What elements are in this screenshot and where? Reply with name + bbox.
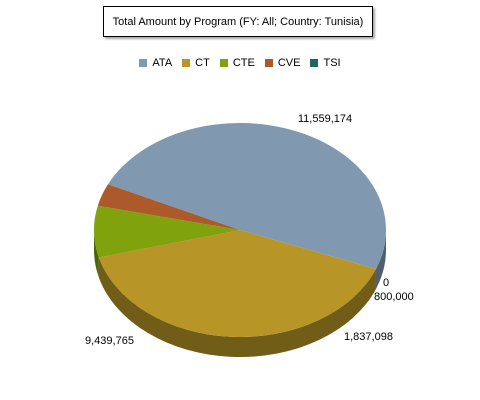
pie-side-ct <box>98 257 376 357</box>
pie-side-cte <box>94 230 99 278</box>
data-label-cte: 1,837,098 <box>344 331 393 343</box>
legend-item-ct: CT <box>182 57 210 69</box>
legend-label: ATA <box>152 57 173 69</box>
data-label-cve: 800,000 <box>374 291 414 303</box>
legend-label: CVE <box>277 57 301 69</box>
pie-slice-ct <box>98 230 376 337</box>
legend-item-cte: CTE <box>219 57 255 69</box>
legend-item-cve: CVE <box>264 57 301 69</box>
legend-swatch <box>219 59 228 67</box>
legend-label: TSI <box>323 57 341 69</box>
chart-legend: ATA CT CTE CVE TSI <box>0 56 480 70</box>
legend-label: CT <box>195 57 210 69</box>
legend-swatch <box>139 59 148 67</box>
legend-label: CTE <box>232 57 255 69</box>
legend-swatch <box>182 59 191 67</box>
legend-swatch <box>310 59 319 67</box>
pie-slice-ata <box>108 123 386 269</box>
legend-item-ata: ATA <box>139 57 172 69</box>
data-label-ata: 11,559,174 <box>298 113 352 125</box>
data-label-ct: 9,439,765 <box>85 335 134 347</box>
legend-swatch <box>264 59 273 67</box>
chart-title: Total Amount by Program (FY: All; Countr… <box>103 6 373 37</box>
legend-item-tsi: TSI <box>310 57 341 69</box>
pie-side-ata <box>375 230 387 289</box>
pie-slice-cte <box>93 205 240 258</box>
pie-slice-cve <box>97 184 240 230</box>
data-label-tsi: 0 <box>383 277 389 289</box>
